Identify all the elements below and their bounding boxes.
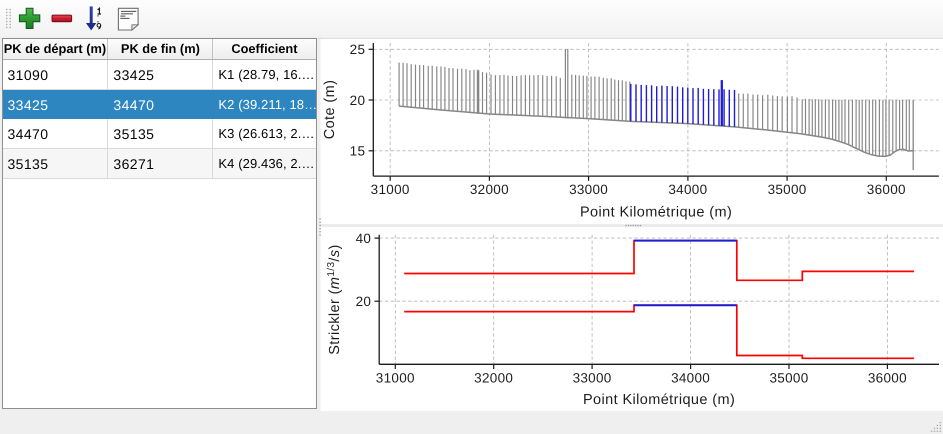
svg-text:Strickler (m1/3/s): Strickler (m1/3/s) xyxy=(326,244,343,355)
svg-text:35000: 35000 xyxy=(768,182,807,197)
svg-text:36000: 36000 xyxy=(868,370,907,385)
svg-text:Cote (m): Cote (m) xyxy=(322,80,338,140)
svg-text:31000: 31000 xyxy=(376,370,415,385)
svg-text:33000: 33000 xyxy=(569,182,608,197)
svg-text:33000: 33000 xyxy=(573,370,612,385)
svg-text:Point Kilométrique (m): Point Kilométrique (m) xyxy=(583,392,735,408)
svg-text:25: 25 xyxy=(350,42,366,57)
svg-text:20: 20 xyxy=(356,294,372,309)
svg-text:34000: 34000 xyxy=(668,182,707,197)
svg-text:20: 20 xyxy=(350,93,366,108)
svg-text:35000: 35000 xyxy=(769,370,808,385)
svg-text:36000: 36000 xyxy=(867,182,906,197)
svg-text:Point Kilométrique (m): Point Kilométrique (m) xyxy=(580,205,732,221)
svg-text:15: 15 xyxy=(350,144,366,159)
svg-text:32000: 32000 xyxy=(474,370,513,385)
svg-text:31000: 31000 xyxy=(371,182,410,197)
svg-text:34000: 34000 xyxy=(671,370,710,385)
svg-text:40: 40 xyxy=(356,231,372,246)
svg-text:32000: 32000 xyxy=(470,182,509,197)
